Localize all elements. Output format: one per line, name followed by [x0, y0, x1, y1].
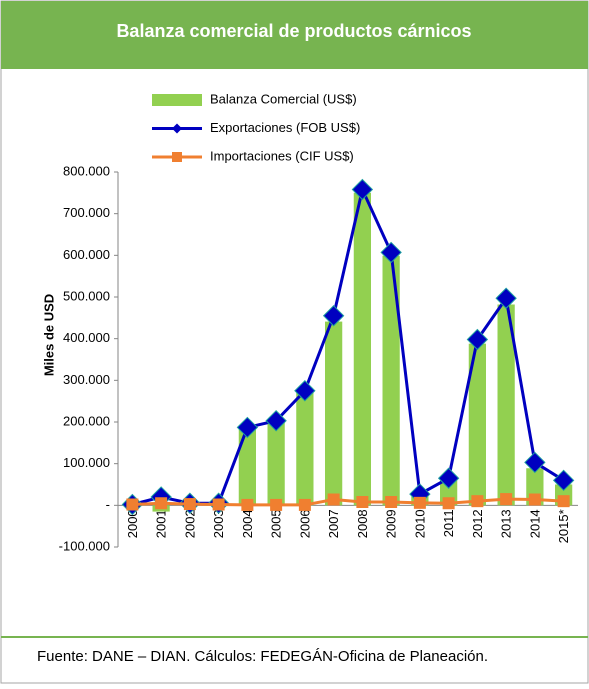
- bar: [382, 255, 400, 506]
- x-tick-label: 2009: [384, 509, 399, 538]
- x-tick-label: 2008: [355, 509, 370, 538]
- x-tick-label: 2004: [240, 509, 255, 538]
- legend-label: Exportaciones (FOB US$): [210, 120, 360, 135]
- y-tick-label: 300.000: [63, 372, 110, 387]
- bar: [353, 192, 371, 506]
- legend-marker: [172, 123, 182, 134]
- y-tick-label: 100.000: [63, 455, 110, 470]
- bar: [497, 304, 515, 506]
- line: [132, 497, 564, 507]
- x-tick-label: 2006: [297, 509, 312, 538]
- marker: [380, 241, 402, 264]
- marker: [528, 493, 541, 506]
- source-note: Fuente: DANE – DIAN. Cálculos: FEDEGÁN-O…: [37, 648, 488, 665]
- marker: [236, 416, 259, 439]
- bar: [468, 343, 486, 506]
- x-tick-label: 2002: [182, 509, 197, 538]
- y-tick-label: 400.000: [63, 330, 110, 345]
- marker: [298, 498, 311, 511]
- x-tick-label: 2010: [412, 509, 427, 538]
- x-tick-label: 2013: [499, 509, 514, 538]
- legend-label: Importaciones (CIF US$): [210, 148, 354, 163]
- marker: [385, 496, 398, 508]
- x-tick-label: 2011: [441, 509, 456, 537]
- marker: [270, 498, 283, 511]
- marker: [466, 328, 489, 351]
- bar: [325, 321, 343, 506]
- marker: [552, 469, 575, 492]
- legend-label: Balanza Comercial (US$): [210, 91, 357, 106]
- y-axis-label: Miles de USD: [41, 294, 56, 376]
- marker: [327, 493, 340, 506]
- marker: [155, 497, 168, 510]
- x-tick-label: 2007: [326, 509, 341, 538]
- marker: [413, 496, 426, 509]
- legend-marker: [172, 152, 182, 162]
- legend-swatch: [152, 94, 202, 106]
- marker: [471, 495, 484, 508]
- marker: [322, 305, 345, 327]
- y-tick-label: 500.000: [63, 288, 110, 303]
- marker: [524, 451, 546, 474]
- chart-title: Balanza comercial de productos cárnicos: [116, 21, 471, 41]
- marker: [495, 287, 517, 309]
- marker: [265, 410, 287, 432]
- marker: [442, 497, 455, 510]
- marker: [241, 498, 254, 511]
- y-tick-label: 200.000: [63, 413, 110, 428]
- bar: [296, 391, 314, 506]
- x-tick-label: 2003: [211, 509, 226, 538]
- y-tick-label: -100.000: [59, 538, 110, 553]
- marker: [183, 498, 196, 511]
- marker: [356, 496, 369, 508]
- y-tick-label: 800.000: [63, 163, 110, 178]
- y-tick-label: -: [106, 497, 110, 512]
- bar: [238, 427, 256, 506]
- x-tick-label: 2000: [125, 509, 140, 538]
- marker: [557, 495, 570, 508]
- y-tick-label: 700.000: [63, 205, 110, 220]
- x-tick-label: 2012: [470, 509, 485, 538]
- bar: [267, 421, 285, 506]
- y-tick-label: 600.000: [63, 247, 110, 262]
- marker: [500, 493, 513, 506]
- marker: [126, 498, 139, 511]
- header: [1, 1, 588, 69]
- marker: [351, 178, 374, 201]
- x-tick-label: 2005: [269, 509, 284, 538]
- x-tick-label: 2014: [527, 509, 542, 538]
- marker: [437, 467, 460, 489]
- marker: [294, 380, 316, 402]
- x-tick-label: 2015*: [556, 509, 571, 543]
- x-tick-label: 2001: [154, 509, 169, 538]
- marker: [212, 498, 225, 511]
